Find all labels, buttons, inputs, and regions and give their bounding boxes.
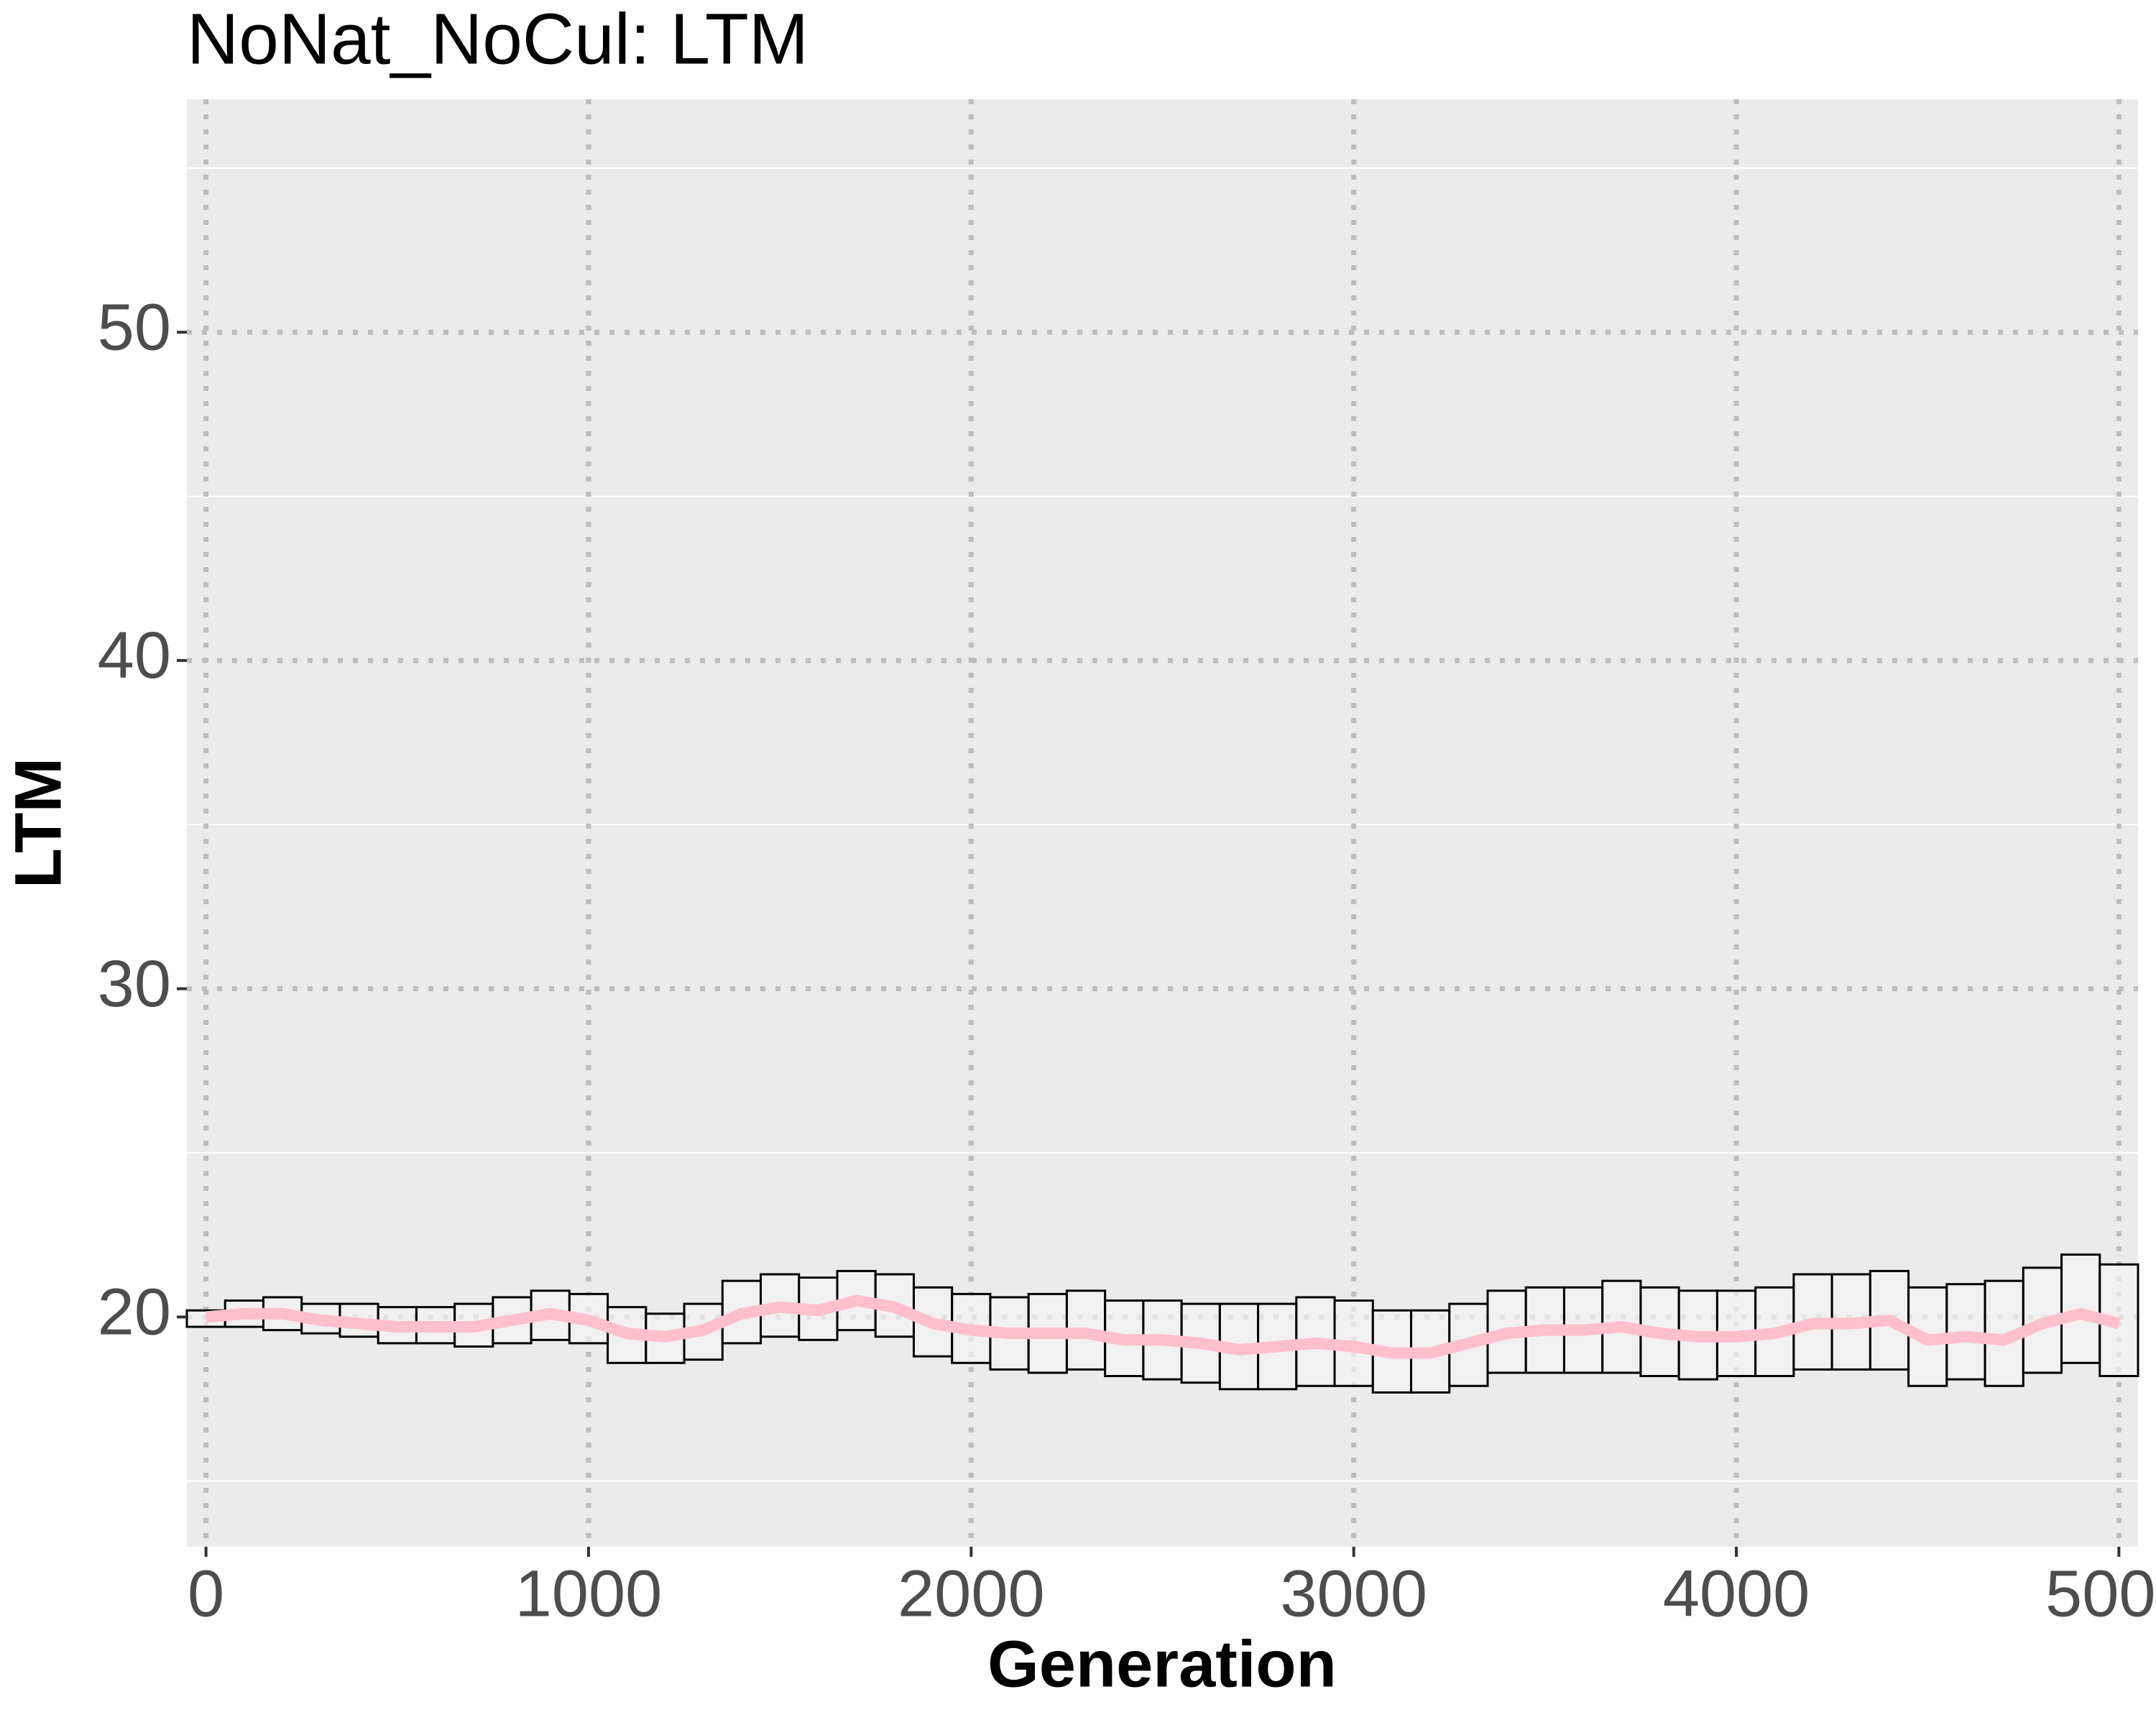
x-tick-label: 0 [188,1557,224,1630]
chart-title: NoNat_NoCul: LTM [187,0,808,79]
x-tick-label: 3000 [1280,1557,1427,1630]
y-axis-title: LTM [1,758,75,888]
tick-labels: 20 30 40 50 0 1000 2000 3000 4000 5000 [98,291,2156,1631]
y-tick-label: 30 [98,947,171,1021]
x-tick-label: 4000 [1663,1557,1810,1630]
y-tick-label: 20 [98,1276,171,1349]
y-tick-label: 40 [98,619,171,692]
mean-line [205,1294,2121,1359]
grid [187,99,2138,1547]
x-tick-label: 2000 [898,1557,1045,1630]
x-axis-title: Generation [987,1627,1337,1701]
y-tick-label: 50 [98,291,171,364]
x-tick-label: 1000 [515,1557,663,1630]
x-tick-label: 5000 [2045,1557,2156,1630]
marks [185,1254,2139,1394]
